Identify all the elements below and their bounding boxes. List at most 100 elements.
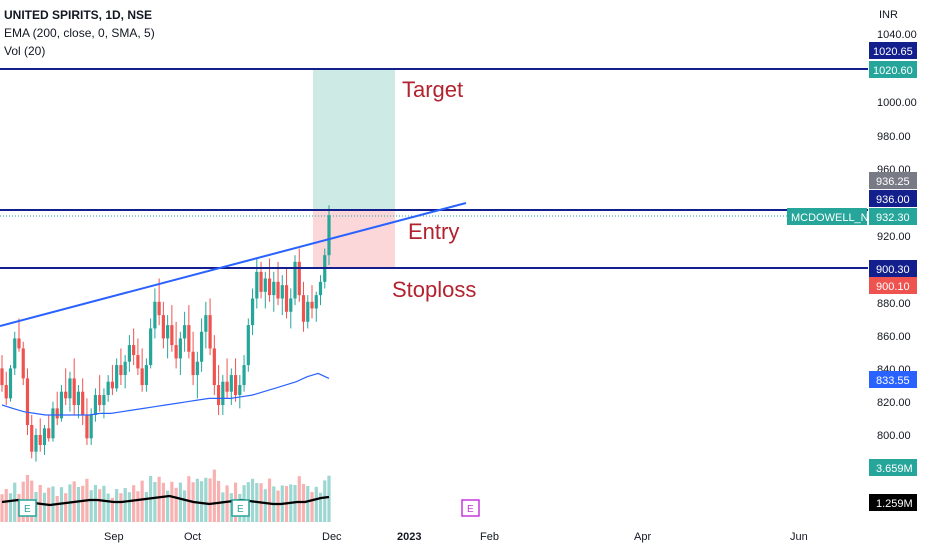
volume-bar	[89, 490, 93, 522]
currency-label: INR	[879, 9, 898, 21]
price-label: 833.55	[876, 375, 910, 387]
price-label: 900.30	[876, 264, 910, 276]
volume-bar	[297, 476, 301, 522]
price-label: 900.10	[876, 281, 910, 293]
candle-body	[161, 315, 165, 339]
price-label: 1020.60	[873, 65, 913, 77]
candle-body	[17, 338, 21, 349]
candle-body	[25, 378, 30, 426]
volume-label-bg	[869, 459, 917, 476]
volume-bar	[42, 492, 47, 522]
candle-body	[59, 391, 64, 419]
volume-bar	[187, 476, 191, 522]
candle-body	[93, 395, 98, 416]
volume-bar	[119, 493, 123, 522]
price-label-bg	[869, 277, 917, 294]
candle-body	[178, 338, 182, 359]
candle-body	[221, 381, 225, 406]
price-label-bg	[869, 260, 917, 277]
candle-body	[98, 395, 102, 406]
candle-body	[250, 298, 255, 326]
ema-indicator-label[interactable]: EMA (200, close, 0, SMA, 5)	[4, 26, 155, 40]
volume-bar	[199, 481, 204, 522]
earnings-marker-upcoming[interactable]: E	[461, 499, 480, 517]
candle-body	[191, 351, 195, 376]
candle-body	[204, 315, 208, 332]
trend-line[interactable]	[0, 202, 467, 327]
candle-body	[0, 368, 4, 386]
time-tick: 2023	[397, 531, 421, 543]
candle-body	[13, 338, 17, 369]
volume-bar	[183, 490, 187, 522]
earnings-marker-box	[231, 499, 250, 517]
volume-bar	[81, 485, 85, 522]
volume-bar	[136, 491, 140, 522]
volume-bar	[314, 486, 318, 522]
volume-bar	[110, 497, 115, 522]
volume-bar	[225, 485, 229, 522]
candle-body	[72, 378, 76, 406]
candle-body	[310, 301, 314, 309]
candle-body	[216, 385, 221, 406]
time-axis[interactable]: Sep Oct Dec 2023 Feb Apr Jun	[104, 531, 808, 543]
earnings-marker[interactable]: E	[18, 499, 37, 517]
candle-body	[166, 325, 170, 339]
candle-body	[183, 325, 187, 339]
candle-body	[136, 355, 140, 369]
candle-body	[195, 361, 199, 376]
volume-bar	[310, 492, 314, 522]
candle-body	[267, 278, 272, 296]
volume-bar	[0, 494, 4, 522]
candle-body	[102, 395, 106, 406]
candle-body	[208, 315, 212, 349]
candle-body	[238, 385, 242, 396]
volume-bar	[208, 478, 212, 522]
price-label-bg	[869, 208, 917, 225]
candle-body	[255, 271, 259, 299]
candle-body	[144, 365, 148, 386]
volume-bar	[157, 476, 161, 522]
candle-body	[301, 295, 306, 322]
entry-annotation: Entry	[408, 219, 459, 244]
earnings-marker-box	[461, 499, 480, 517]
volume-bar	[212, 469, 216, 522]
candle-body	[89, 415, 93, 439]
candle-body	[314, 295, 318, 309]
candle-body	[187, 325, 191, 352]
price-label-bg	[869, 61, 917, 78]
candle-body	[51, 408, 55, 439]
target-annotation: Target	[402, 77, 463, 102]
volume-indicator-label[interactable]: Vol (20)	[4, 44, 46, 58]
candle-body	[8, 368, 13, 399]
candle-body	[174, 345, 178, 359]
earnings-e-icon: E	[24, 504, 31, 515]
candle-body	[199, 331, 204, 362]
candle-body	[272, 281, 276, 296]
volume-bar	[64, 493, 68, 522]
candle-body	[42, 428, 47, 445]
volume-bar	[318, 492, 323, 522]
volume-bar	[76, 487, 81, 522]
candle-body	[81, 391, 85, 416]
volume-bar	[55, 496, 59, 522]
candle-body	[64, 391, 68, 399]
candle-body	[284, 285, 289, 312]
candle-body	[293, 261, 297, 299]
volume-bar	[93, 485, 98, 522]
volume-bar	[306, 486, 310, 522]
volume-bar	[178, 482, 182, 522]
candle-body	[119, 365, 123, 376]
stoploss-annotation: Stoploss	[392, 277, 476, 302]
volume-bar	[216, 481, 221, 522]
candle-body	[115, 365, 119, 389]
time-tick: Feb	[480, 531, 499, 543]
volume-label: 3.659M	[876, 463, 913, 475]
symbol-title[interactable]: UNITED SPIRITS, 1D, NSE	[4, 8, 153, 22]
earnings-marker-box	[18, 499, 37, 517]
time-tick: Sep	[104, 531, 124, 543]
candle-body	[327, 215, 331, 256]
price-label-bg	[869, 190, 917, 207]
earnings-marker[interactable]: E	[231, 499, 250, 517]
